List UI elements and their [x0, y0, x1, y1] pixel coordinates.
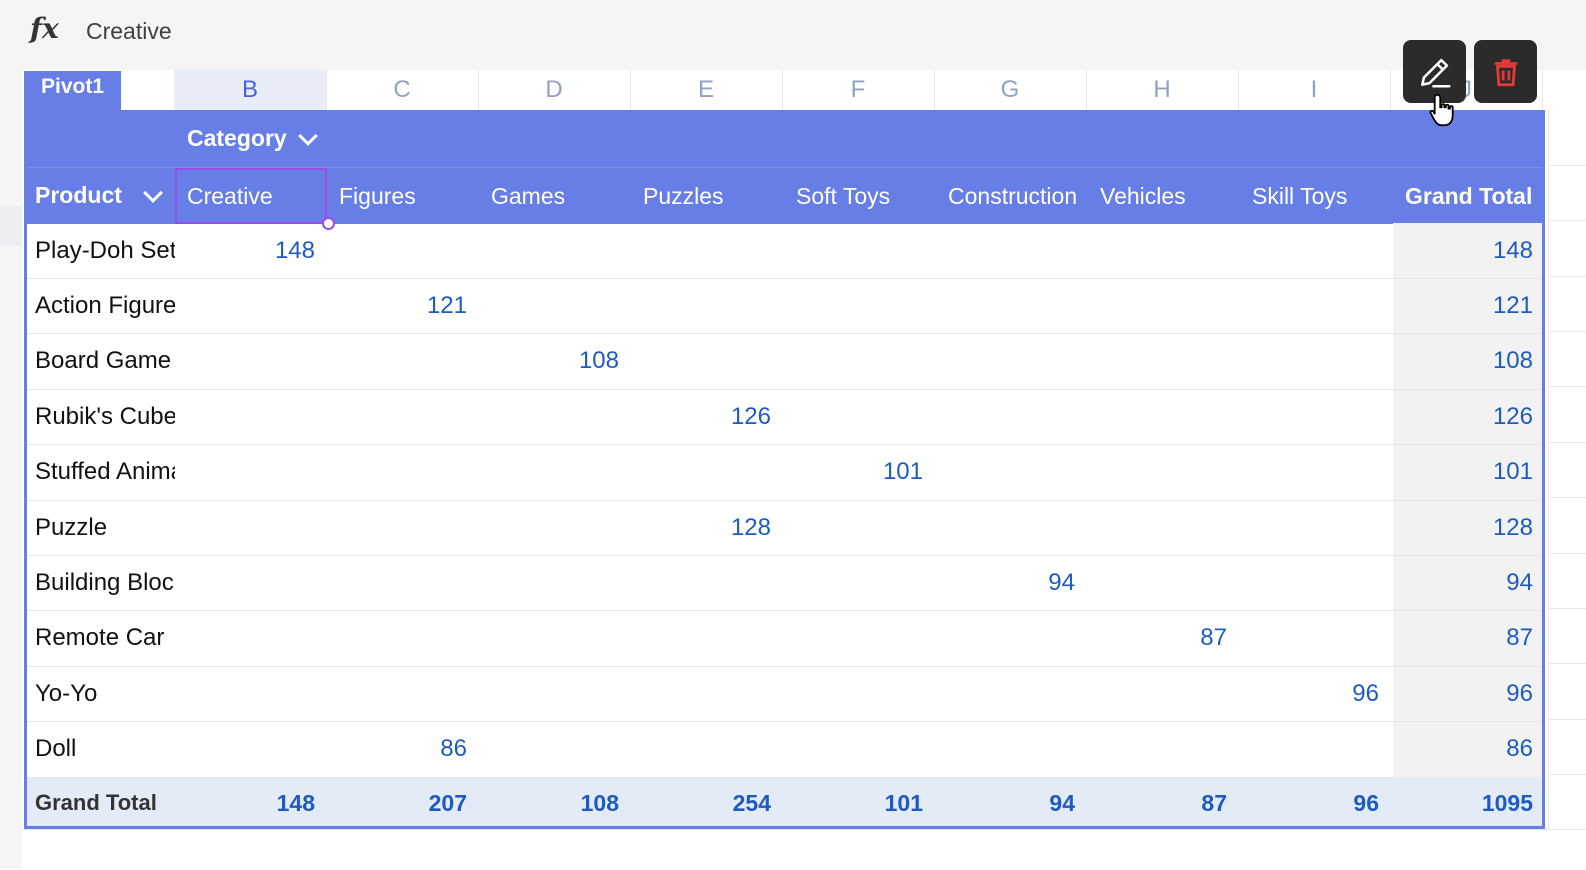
- value-cell[interactable]: 128: [730, 513, 771, 541]
- value-cell[interactable]: 101: [882, 458, 923, 486]
- column-k-cells: [1548, 110, 1586, 829]
- product-filter-label: Product: [35, 182, 122, 208]
- row-grand-total-cell[interactable]: 126: [1492, 402, 1533, 430]
- row-label[interactable]: Puzzle: [35, 513, 108, 541]
- pivot-column-field-header: Category: [27, 113, 1542, 167]
- row-grand-total-cell[interactable]: 128: [1492, 513, 1533, 541]
- column-header-i[interactable]: I: [1238, 70, 1391, 110]
- value-cell[interactable]: 148: [274, 236, 315, 264]
- chevron-down-icon: [142, 182, 163, 203]
- trash-icon: [1494, 58, 1517, 86]
- total-cell[interactable]: 101: [884, 789, 923, 816]
- pivot-table: Category Product Creative Figures Games …: [24, 110, 1545, 829]
- column-header-d[interactable]: D: [478, 70, 631, 110]
- row-grand-total-cell[interactable]: 148: [1492, 236, 1533, 264]
- category-filter[interactable]: Category: [187, 125, 318, 152]
- row-header-gutter: [0, 70, 22, 869]
- hand-cursor-icon: [1429, 93, 1454, 127]
- total-cell[interactable]: 108: [580, 789, 619, 816]
- category-header-figures[interactable]: Figures: [339, 182, 416, 209]
- category-header-puzzles[interactable]: Puzzles: [643, 182, 724, 209]
- table-row: Doll 86 86: [27, 722, 1542, 778]
- row-label[interactable]: Building Blocks: [35, 568, 175, 596]
- category-header-soft-toys[interactable]: Soft Toys: [796, 182, 891, 209]
- column-header-e[interactable]: E: [630, 70, 783, 110]
- table-row: Action Figure 121 121: [27, 278, 1542, 335]
- row-grand-total-cell[interactable]: 108: [1492, 347, 1533, 375]
- total-cell[interactable]: 96: [1353, 789, 1379, 816]
- category-filter-label: Category: [187, 125, 287, 151]
- row-label[interactable]: Action Figure: [35, 291, 175, 319]
- grand-total-row-label: Grand Total: [35, 790, 157, 815]
- row-label[interactable]: Doll: [35, 735, 77, 763]
- row-grand-total-cell[interactable]: 101: [1492, 458, 1533, 486]
- column-header-c[interactable]: C: [326, 70, 479, 110]
- row-grand-total-cell[interactable]: 121: [1492, 291, 1533, 319]
- total-cell[interactable]: 87: [1201, 789, 1227, 816]
- row-grand-total-cell[interactable]: 87: [1506, 624, 1533, 652]
- column-header-f[interactable]: F: [782, 70, 935, 110]
- formula-input[interactable]: Creative: [86, 18, 172, 44]
- row-grand-total-cell[interactable]: 86: [1506, 735, 1533, 763]
- category-header-vehicles[interactable]: Vehicles: [1100, 182, 1186, 209]
- row-label[interactable]: Play-Doh Set: [35, 236, 175, 264]
- table-row: Remote Car 87 87: [27, 611, 1542, 667]
- column-header-b[interactable]: B: [174, 70, 327, 110]
- value-cell[interactable]: 126: [730, 402, 771, 430]
- table-row: Play-Doh Set 148 148: [27, 223, 1542, 279]
- delete-pivot-button[interactable]: [1474, 40, 1537, 103]
- category-header-skill-toys[interactable]: Skill Toys: [1252, 182, 1348, 209]
- total-cell[interactable]: 148: [276, 789, 315, 816]
- column-header-g[interactable]: G: [934, 70, 1087, 110]
- column-header-row: B C D E F G H I J: [22, 70, 1586, 110]
- pivot-table-tab[interactable]: Pivot1: [24, 71, 121, 110]
- row-grand-total-cell[interactable]: 96: [1506, 679, 1533, 707]
- product-filter[interactable]: Product: [35, 182, 163, 209]
- category-header-games[interactable]: Games: [491, 182, 566, 209]
- column-header-h[interactable]: H: [1086, 70, 1239, 110]
- grand-total-header[interactable]: Grand Total: [1405, 182, 1533, 209]
- total-cell[interactable]: 207: [428, 789, 467, 816]
- row-label[interactable]: Remote Car: [35, 624, 165, 652]
- value-cell[interactable]: 94: [1048, 568, 1075, 596]
- fx-icon: fx: [30, 12, 59, 45]
- value-cell[interactable]: 87: [1200, 624, 1227, 652]
- formula-bar: fx Creative: [0, 0, 1586, 70]
- row-label[interactable]: Stuffed Animal: [35, 458, 175, 486]
- empty-cells-area[interactable]: [22, 829, 1586, 870]
- grand-total-row: Grand Total 148 207 108 254 101 94 87 96…: [27, 777, 1542, 826]
- chevron-down-icon: [297, 125, 318, 146]
- value-cell[interactable]: 96: [1352, 679, 1379, 707]
- category-header-creative[interactable]: Creative: [175, 168, 327, 224]
- selection-fill-handle[interactable]: [322, 217, 335, 230]
- table-row: Stuffed Animal 101 101: [27, 445, 1542, 501]
- value-cell[interactable]: 121: [426, 291, 467, 319]
- row-label[interactable]: Board Game: [35, 347, 172, 375]
- table-row: Building Blocks 94 94: [27, 555, 1542, 612]
- table-row: Rubik's Cube 126 126: [27, 389, 1542, 446]
- row-grand-total-cell[interactable]: 94: [1506, 568, 1533, 596]
- row-label[interactable]: Rubik's Cube: [35, 402, 175, 430]
- category-header-construction[interactable]: Construction: [948, 182, 1078, 209]
- row-label[interactable]: Yo-Yo: [35, 679, 98, 707]
- pencil-icon: [1420, 58, 1451, 88]
- table-row: Puzzle 128 128: [27, 500, 1542, 556]
- value-cell[interactable]: 108: [578, 347, 619, 375]
- grand-total-value[interactable]: 1095: [1481, 789, 1533, 816]
- value-cell[interactable]: 86: [440, 735, 467, 763]
- table-row: Board Game 108 108: [27, 334, 1542, 390]
- pivot-category-header-row: Product Creative Figures Games Puzzles S…: [27, 167, 1542, 224]
- total-cell[interactable]: 254: [732, 789, 771, 816]
- table-row: Yo-Yo 96 96: [27, 666, 1542, 723]
- total-cell[interactable]: 94: [1049, 789, 1075, 816]
- edit-pivot-button[interactable]: [1403, 40, 1466, 103]
